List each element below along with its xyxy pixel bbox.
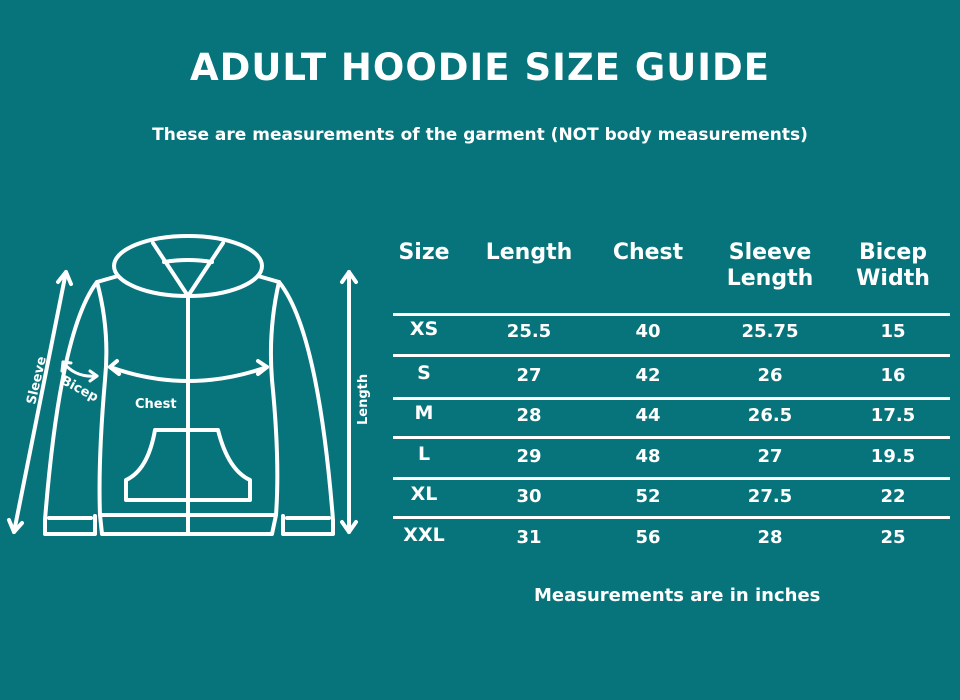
row-divider <box>393 516 950 519</box>
table-cell: 25.5 <box>506 321 552 342</box>
size-cell: M <box>414 402 434 424</box>
page-title: ADULT HOODIE SIZE GUIDE <box>189 46 771 89</box>
table-cell: 27.5 <box>747 486 793 507</box>
size-cell: XL <box>410 483 438 505</box>
table-cell: 30 <box>516 486 542 507</box>
length-label: Length <box>356 374 371 425</box>
table-cell: 27 <box>757 446 783 467</box>
column-header: Bicep Width <box>856 240 930 291</box>
hoodie-diagram: Sleeve Bicep Chest Length <box>7 234 371 536</box>
table-cell: 42 <box>635 365 661 386</box>
column-header: Chest <box>612 240 684 265</box>
length-arrow-icon <box>340 270 358 534</box>
row-divider <box>393 354 950 357</box>
table-cell: 28 <box>757 527 783 548</box>
table-cell: 27 <box>516 365 542 386</box>
table-cell: 28 <box>516 405 542 426</box>
row-divider <box>393 477 950 480</box>
table-cell: 17.5 <box>870 405 916 426</box>
table-cell: 29 <box>516 446 542 467</box>
table-cell: 25 <box>880 527 906 548</box>
column-header: Length <box>485 240 573 265</box>
row-divider <box>393 397 950 400</box>
size-cell: XS <box>409 318 439 340</box>
chest-arrow-icon <box>108 359 269 383</box>
table-cell: 56 <box>635 527 661 548</box>
table-cell: 44 <box>635 405 661 426</box>
bicep-arrow-icon <box>60 360 99 383</box>
table-cell: 48 <box>635 446 661 467</box>
row-divider <box>393 313 950 316</box>
size-cell: L <box>417 443 431 465</box>
column-header: Size <box>398 240 450 265</box>
units-note: Measurements are in inches <box>534 585 821 606</box>
row-divider <box>393 436 950 439</box>
column-header: Sleeve Length <box>726 240 814 291</box>
table-cell: 40 <box>635 321 661 342</box>
sleeve-arrow-icon <box>7 270 73 534</box>
table-cell: 31 <box>516 527 542 548</box>
table-cell: 26 <box>757 365 783 386</box>
table-cell: 52 <box>635 486 661 507</box>
chest-label: Chest <box>135 397 177 412</box>
table-cell: 26.5 <box>747 405 793 426</box>
table-cell: 15 <box>880 321 906 342</box>
table-cell: 22 <box>880 486 906 507</box>
table-cell: 19.5 <box>870 446 916 467</box>
table-cell: 25.75 <box>741 321 799 342</box>
hoodie-outline-icon <box>43 234 335 536</box>
size-cell: XXL <box>403 524 445 546</box>
table-cell: 16 <box>880 365 906 386</box>
size-cell: S <box>417 362 431 384</box>
subtitle: These are measurements of the garment (N… <box>152 125 808 145</box>
